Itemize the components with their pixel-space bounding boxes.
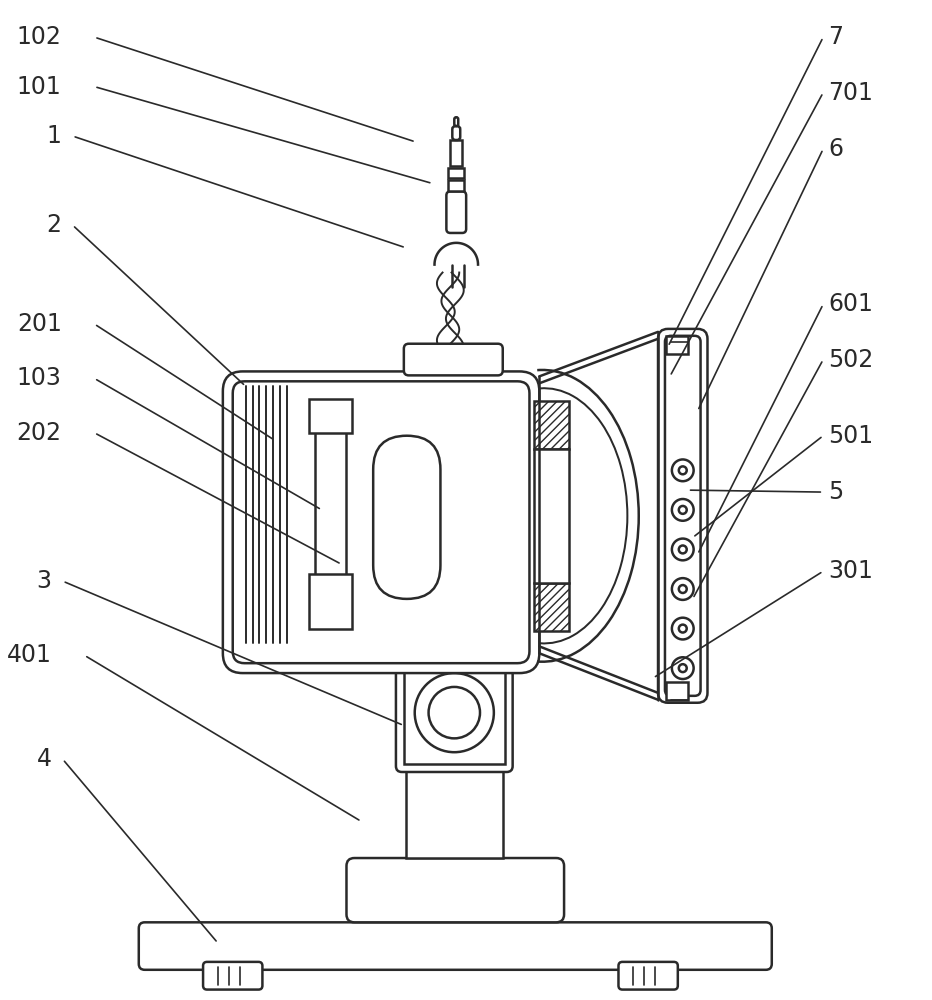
Text: 502: 502 bbox=[829, 348, 873, 372]
Circle shape bbox=[678, 625, 687, 633]
FancyBboxPatch shape bbox=[619, 962, 678, 990]
FancyBboxPatch shape bbox=[454, 117, 459, 126]
Text: 202: 202 bbox=[17, 421, 62, 445]
FancyBboxPatch shape bbox=[223, 371, 540, 673]
Circle shape bbox=[678, 664, 687, 672]
FancyBboxPatch shape bbox=[665, 336, 701, 696]
Bar bbox=[666, 336, 688, 354]
Circle shape bbox=[672, 539, 693, 560]
Circle shape bbox=[672, 459, 693, 481]
Bar bbox=[308, 399, 352, 433]
Bar bbox=[450, 140, 462, 166]
Bar bbox=[308, 574, 352, 629]
Text: 301: 301 bbox=[829, 559, 873, 583]
Text: 201: 201 bbox=[17, 312, 62, 336]
FancyBboxPatch shape bbox=[658, 329, 707, 703]
Text: 601: 601 bbox=[829, 292, 873, 316]
FancyBboxPatch shape bbox=[233, 381, 529, 663]
Circle shape bbox=[429, 687, 480, 738]
Bar bbox=[405, 767, 502, 858]
FancyBboxPatch shape bbox=[373, 436, 441, 599]
FancyBboxPatch shape bbox=[203, 962, 263, 990]
Bar bbox=[448, 180, 464, 191]
Bar bbox=[534, 449, 569, 583]
Text: 701: 701 bbox=[829, 81, 873, 105]
Text: 4: 4 bbox=[36, 747, 52, 771]
Bar bbox=[534, 401, 569, 449]
Bar bbox=[534, 583, 569, 631]
Circle shape bbox=[678, 585, 687, 593]
Circle shape bbox=[672, 618, 693, 639]
Text: 5: 5 bbox=[829, 480, 843, 504]
Text: 2: 2 bbox=[47, 213, 62, 237]
FancyBboxPatch shape bbox=[446, 191, 466, 233]
FancyBboxPatch shape bbox=[347, 858, 564, 922]
Circle shape bbox=[678, 466, 687, 474]
Text: 401: 401 bbox=[7, 643, 52, 667]
Bar bbox=[666, 682, 688, 700]
Circle shape bbox=[672, 657, 693, 679]
Text: 103: 103 bbox=[17, 366, 62, 390]
Circle shape bbox=[672, 499, 693, 521]
Bar bbox=[404, 666, 505, 764]
Circle shape bbox=[678, 506, 687, 514]
Text: 501: 501 bbox=[829, 424, 873, 448]
FancyBboxPatch shape bbox=[404, 344, 502, 375]
Circle shape bbox=[415, 673, 494, 752]
Text: 1: 1 bbox=[47, 124, 62, 148]
FancyBboxPatch shape bbox=[139, 922, 772, 970]
Text: 3: 3 bbox=[36, 569, 52, 593]
FancyBboxPatch shape bbox=[452, 126, 460, 140]
Text: 101: 101 bbox=[17, 75, 62, 99]
FancyBboxPatch shape bbox=[396, 658, 513, 772]
Bar bbox=[448, 168, 464, 178]
Text: 6: 6 bbox=[829, 137, 843, 161]
Circle shape bbox=[672, 578, 693, 600]
Bar bbox=[315, 401, 347, 617]
Circle shape bbox=[678, 545, 687, 553]
Text: 7: 7 bbox=[829, 25, 843, 49]
Text: 102: 102 bbox=[17, 25, 62, 49]
